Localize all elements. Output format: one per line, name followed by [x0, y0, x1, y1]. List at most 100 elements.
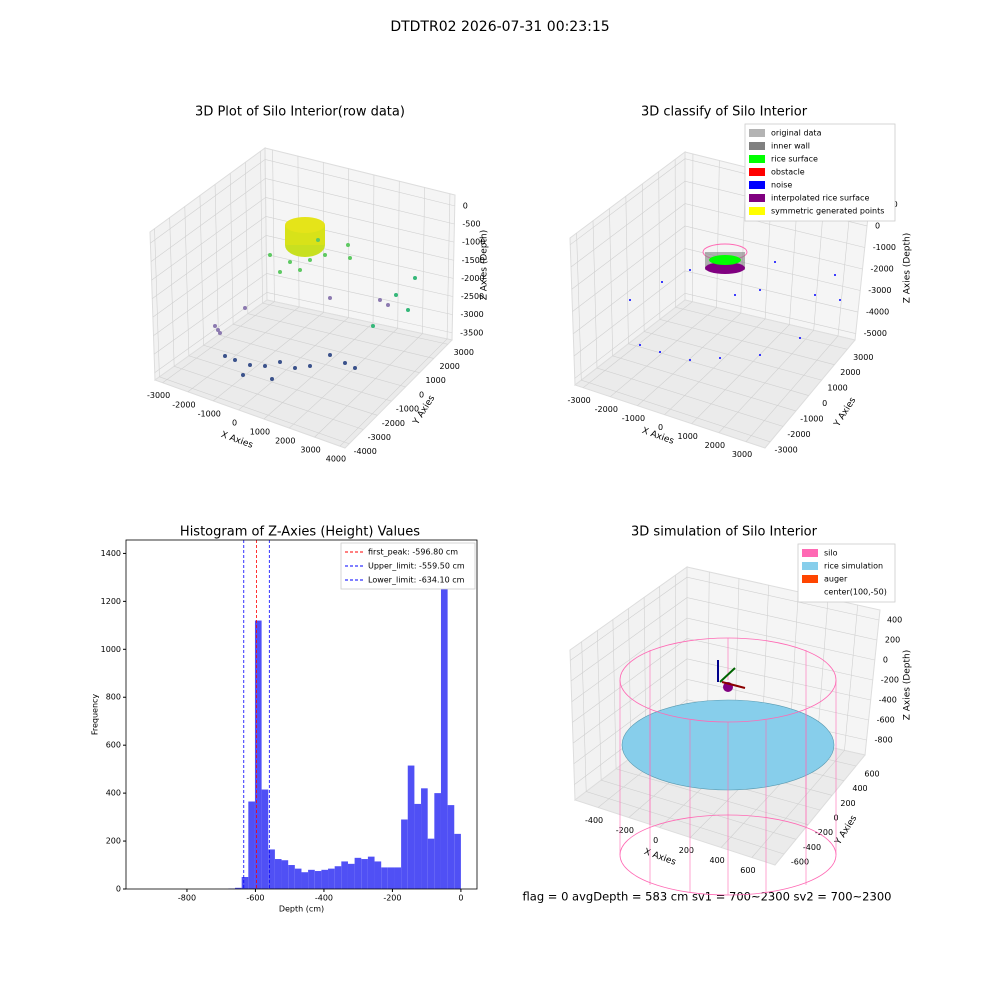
legend-label: auger — [824, 575, 848, 584]
grid-line — [570, 576, 880, 661]
x-tick-label: 0 — [458, 894, 463, 903]
legend-label: Lower_limit: -634.10 cm — [368, 576, 465, 585]
z-tick-label: -200 — [881, 676, 899, 685]
chart-title: 3D Plot of Silo Interior(row data) — [195, 105, 405, 120]
x-tick-label: -200 — [383, 894, 401, 903]
grid-line — [153, 273, 453, 355]
grid-line — [573, 248, 861, 335]
points — [268, 238, 352, 274]
grid-line — [625, 196, 809, 396]
legend-swatch — [749, 155, 765, 163]
grid-line — [674, 159, 848, 350]
y-tick-label: 1000 — [827, 384, 847, 393]
x-axis-label: Depth (cm) — [279, 905, 324, 914]
plot-frame — [125, 539, 478, 890]
x-tick-label: -3000 — [147, 391, 170, 400]
bar — [394, 867, 402, 889]
grid-line — [151, 197, 455, 281]
grid-line — [169, 217, 364, 430]
pane — [573, 299, 856, 449]
y-tick-label: 1000 — [101, 645, 121, 654]
footer-text: flag = 0 avgDepth = 583 cm sv1 = 700~230… — [523, 890, 892, 904]
grid-line — [610, 160, 720, 397]
bar — [347, 863, 355, 889]
bar — [268, 849, 275, 889]
points — [223, 353, 357, 381]
bar — [281, 860, 289, 889]
legend-label: symmetric generated points — [771, 207, 884, 216]
bar — [254, 620, 262, 889]
bar — [341, 861, 348, 889]
y-tick-label: 2000 — [840, 368, 860, 377]
x-tick-label: -400 — [315, 894, 333, 903]
grid-line — [576, 233, 771, 443]
x-tick-label: 0 — [658, 423, 663, 432]
bar — [241, 877, 249, 889]
grid-line — [152, 216, 454, 299]
grid-line — [150, 159, 455, 244]
grid-line — [641, 183, 822, 381]
grid-line — [658, 171, 835, 365]
bar — [361, 859, 368, 889]
legend-label: silo — [824, 549, 838, 558]
x-tick-label: -800 — [178, 894, 196, 903]
legend-label: Upper_limit: -559.50 cm — [368, 562, 465, 571]
x-tick-label: -2000 — [172, 400, 195, 409]
grid-line — [573, 270, 859, 357]
noise-points — [629, 261, 841, 361]
z-tick-label: 400 — [887, 616, 902, 625]
z-tick-label: -1500 — [462, 256, 485, 265]
grid-line — [637, 167, 747, 406]
bar — [274, 859, 282, 889]
decorations — [213, 217, 841, 896]
y-tick-label: 0 — [419, 390, 424, 399]
z-tick-label: 0 — [883, 656, 888, 665]
y-tick-label: -4000 — [354, 447, 377, 456]
grid-line — [597, 630, 797, 840]
bar — [414, 803, 422, 889]
grid-line — [573, 678, 869, 765]
grid-line — [570, 597, 877, 682]
legend-label: first_peak: -596.80 cm — [368, 548, 458, 557]
grid-line — [154, 228, 350, 445]
grid-line — [664, 173, 773, 415]
y-tick-label: 600 — [106, 741, 121, 750]
bar — [434, 793, 441, 889]
bar — [321, 869, 329, 889]
y-tick-label: -2000 — [382, 419, 405, 428]
z-axis-label: Z Axies (Depth) — [903, 233, 913, 304]
grid-line — [691, 180, 799, 424]
legend-label: noise — [771, 181, 792, 190]
bar — [248, 801, 255, 889]
legend-swatch — [802, 549, 818, 557]
chart-title: 3D simulation of Silo Interior — [631, 525, 818, 540]
z-tick-label: -3500 — [460, 328, 483, 337]
y-tick-label: -600 — [791, 858, 809, 867]
grid-line — [184, 206, 378, 416]
x-tick-label: -2000 — [595, 405, 618, 414]
z-tick-label: 200 — [885, 636, 900, 645]
x-tick-label: 0 — [653, 836, 658, 845]
grid-line — [213, 162, 325, 402]
legend-swatch — [802, 562, 818, 570]
bar — [407, 765, 415, 889]
legend-label: obstacle — [771, 168, 805, 177]
axis-arrow — [719, 667, 736, 683]
legend-box — [744, 123, 896, 222]
grid-line — [260, 151, 448, 345]
y-axis-label: Y Axies — [832, 396, 858, 430]
bar — [374, 861, 382, 889]
y-tick-label: 200 — [106, 837, 121, 846]
x-tick-label: 200 — [679, 846, 694, 855]
x-axis-label: X Axies — [642, 847, 677, 868]
silo-wires — [619, 638, 837, 895]
grid-line — [745, 193, 852, 442]
points — [213, 296, 390, 335]
bar — [235, 887, 242, 889]
bar — [381, 867, 388, 889]
x-tick-label: -200 — [616, 826, 634, 835]
grid-line — [214, 184, 406, 388]
y-tick-label: 200 — [840, 799, 855, 808]
legend-label: inner wall — [771, 142, 810, 151]
y-tick-label: -1000 — [396, 405, 419, 414]
